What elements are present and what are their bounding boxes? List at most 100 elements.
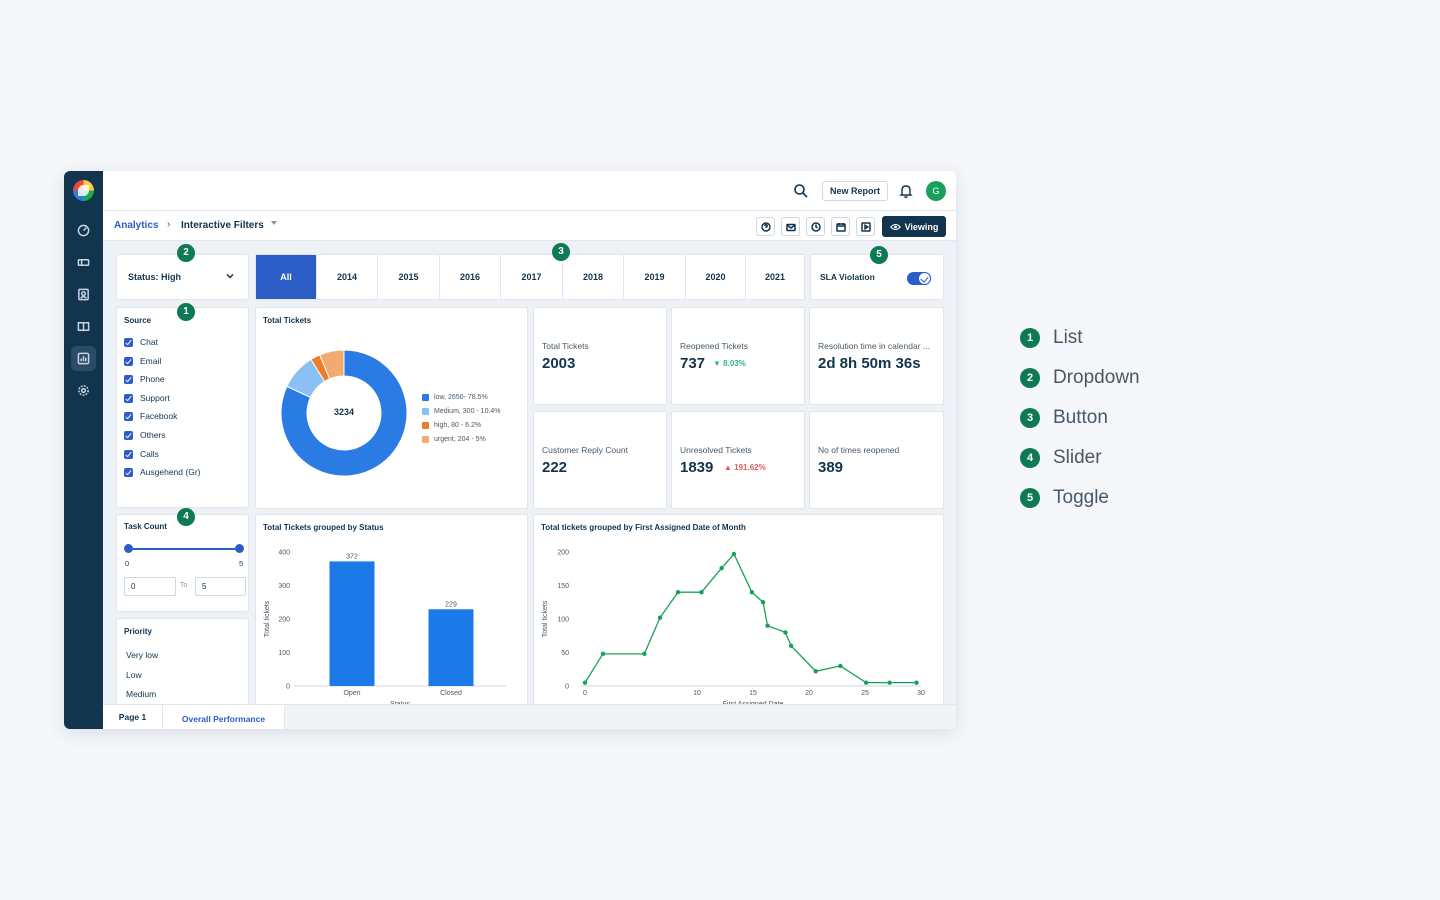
slider-max-handle[interactable] xyxy=(235,544,244,553)
caret-down-icon[interactable] xyxy=(271,221,277,225)
kpi-label: Unresolved Tickets xyxy=(680,445,752,455)
year-button-2014[interactable]: 2014 xyxy=(317,255,378,299)
share-button[interactable] xyxy=(781,217,800,236)
schedule-button[interactable] xyxy=(806,217,825,236)
checkbox-checked-icon[interactable] xyxy=(124,449,133,459)
source-item-ausgehend[interactable]: Ausgehend (Gr) xyxy=(124,467,200,477)
priority-list: Priority Very low Low Medium xyxy=(116,618,249,706)
line-point[interactable] xyxy=(765,623,770,628)
checkbox-checked-icon[interactable] xyxy=(124,337,133,347)
line-point[interactable] xyxy=(582,680,588,685)
line-point[interactable] xyxy=(749,590,755,595)
calendar-button[interactable] xyxy=(831,217,850,236)
bar-chart: 0 100 200 300 400 Total tickets 372 Open 229 Clos… xyxy=(264,550,506,706)
bell-icon[interactable] xyxy=(898,183,914,199)
line-point[interactable] xyxy=(699,590,704,595)
source-item-facebook[interactable]: Facebook xyxy=(124,411,177,421)
y-tick-label: 150 xyxy=(557,583,569,590)
kpi-value: 222 xyxy=(542,459,568,476)
x-axis-label: Status xyxy=(390,701,410,706)
sla-violation-toggle[interactable] xyxy=(907,272,931,285)
source-item-support[interactable]: Support xyxy=(124,393,170,403)
checkbox-checked-icon[interactable] xyxy=(124,356,133,366)
source-item-others[interactable]: Others xyxy=(124,430,166,440)
help-button[interactable] xyxy=(756,217,775,236)
viewing-button[interactable]: Viewing xyxy=(882,216,946,237)
bar-data-label: 372 xyxy=(346,553,358,560)
knowledge-base-icon[interactable] xyxy=(71,314,96,339)
line-point[interactable] xyxy=(838,663,843,669)
source-item-phone[interactable]: Phone xyxy=(124,374,165,384)
task-count-from-input[interactable]: 0 xyxy=(124,577,176,596)
year-button-2021[interactable]: 2021 xyxy=(764,272,786,282)
contacts-icon[interactable] xyxy=(71,282,96,307)
line-point[interactable] xyxy=(863,680,869,685)
legend-entry-urgent[interactable]: urgent, 204 - 5% xyxy=(422,432,501,446)
slider-min-handle[interactable] xyxy=(124,544,133,553)
legend-marker: 4 xyxy=(1020,448,1040,468)
checkbox-checked-icon[interactable] xyxy=(124,467,133,477)
line-point[interactable] xyxy=(914,680,919,685)
source-item-chat[interactable]: Chat xyxy=(124,337,158,347)
page-title[interactable]: Interactive Filters xyxy=(181,220,264,231)
donut-slice-low[interactable] xyxy=(280,349,408,477)
year-button-2015[interactable]: 2015 xyxy=(378,255,440,299)
y-tick-label: 200 xyxy=(278,617,290,624)
dashboard-icon[interactable] xyxy=(71,218,96,243)
line-point[interactable] xyxy=(887,680,892,685)
task-count-to-input[interactable]: 5 xyxy=(195,577,246,596)
line-point[interactable] xyxy=(719,565,724,571)
settings-gear-icon[interactable] xyxy=(71,378,96,403)
donut-slice-urgent[interactable] xyxy=(319,349,345,380)
legend-entry-medium[interactable]: Medium, 300 - 10.4% xyxy=(422,404,501,418)
ticket-icon[interactable] xyxy=(71,250,96,275)
line-point[interactable] xyxy=(642,651,647,657)
avatar[interactable]: G xyxy=(926,181,946,201)
year-button-all[interactable]: All xyxy=(256,255,317,299)
breadcrumb-analytics-link[interactable]: Analytics xyxy=(114,220,159,231)
priority-item-low[interactable]: Low xyxy=(126,670,142,680)
y-tick-label: 0 xyxy=(565,684,569,691)
tab-page-1[interactable]: Page 1 xyxy=(103,705,163,729)
kpi-value: 2d 8h 50m 36s xyxy=(818,355,921,372)
analytics-icon[interactable] xyxy=(71,346,96,371)
source-list: Source Chat Email Phone Support Facebook… xyxy=(116,307,249,508)
checkbox-checked-icon[interactable] xyxy=(124,374,133,384)
priority-item-medium[interactable]: Medium xyxy=(126,689,157,699)
line-point[interactable] xyxy=(783,630,788,635)
line-point[interactable] xyxy=(675,590,681,595)
present-button[interactable] xyxy=(856,217,875,236)
line-point[interactable] xyxy=(657,615,663,620)
y-axis-label: Total tickets xyxy=(542,600,549,637)
bar-data-label: 229 xyxy=(445,601,457,608)
year-button-2020[interactable]: 2020 xyxy=(686,255,746,299)
source-item-calls[interactable]: Calls xyxy=(124,449,159,459)
tab-overall-performance[interactable]: Overall Performance xyxy=(163,705,285,729)
nav-rail xyxy=(64,171,103,729)
year-button-2017[interactable]: 2017 xyxy=(501,255,563,299)
y-tick-label: 200 xyxy=(557,550,569,557)
checkbox-checked-icon[interactable] xyxy=(124,411,133,421)
search-icon[interactable] xyxy=(793,183,809,199)
source-item-email[interactable]: Email xyxy=(124,356,161,366)
status-dropdown-label: Status: High xyxy=(128,272,181,282)
legend-item-button: 3 Button xyxy=(1020,407,1108,429)
checkbox-checked-icon[interactable] xyxy=(124,393,133,403)
bar-open[interactable] xyxy=(329,561,375,686)
bar-closed[interactable] xyxy=(428,609,474,686)
app-logo-icon[interactable] xyxy=(73,180,94,201)
line-point[interactable] xyxy=(760,600,766,605)
year-button-2018[interactable]: 2018 xyxy=(563,255,624,299)
task-count-slider-track[interactable] xyxy=(128,548,239,550)
year-button-2016[interactable]: 2016 xyxy=(440,255,501,299)
line-point[interactable] xyxy=(600,651,606,657)
priority-item-very-low[interactable]: Very low xyxy=(126,650,159,660)
checkbox-checked-icon[interactable] xyxy=(124,430,133,440)
year-button-2019[interactable]: 2019 xyxy=(624,255,686,299)
legend-entry-low[interactable]: low, 2650- 78.5% xyxy=(422,390,501,404)
line-point[interactable] xyxy=(788,643,794,648)
legend-entry-high[interactable]: high, 80 - 6.2% xyxy=(422,418,501,432)
line-point[interactable] xyxy=(731,551,737,557)
new-report-button[interactable]: New Report xyxy=(822,181,889,201)
line-point[interactable] xyxy=(813,669,818,674)
